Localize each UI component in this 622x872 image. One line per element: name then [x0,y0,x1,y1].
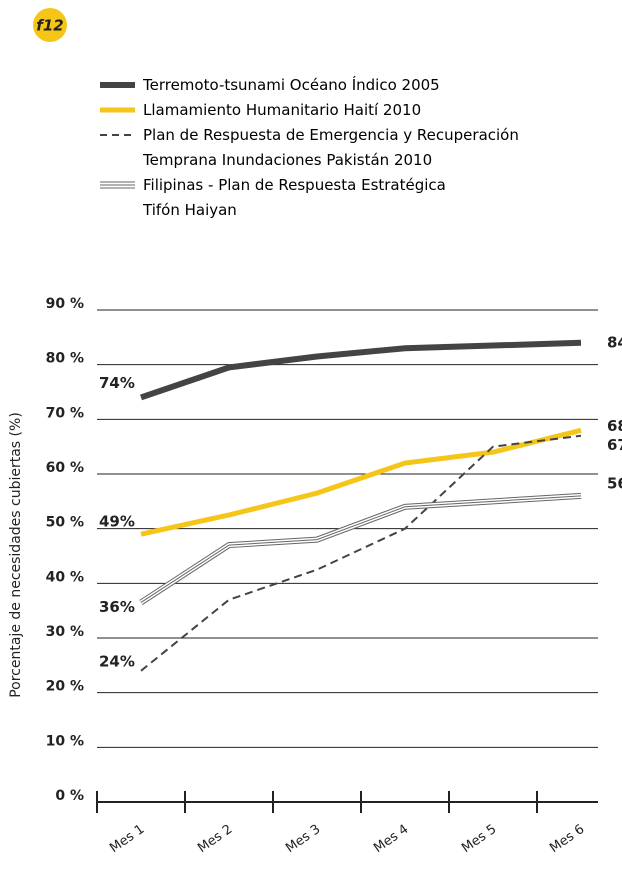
legend-item: Plan de Respuesta de Emergencia y Recupe… [100,126,519,169]
badge: f12 [36,17,63,35]
series-line [140,339,582,401]
legend-text-box: Terremoto-tsunami Océano Índico 2005 [143,76,440,94]
data-label: 56% [607,474,622,492]
data-label: 67% [607,436,622,454]
y-tick-label: 10 % [46,733,84,749]
x-tick-label: Mes 2 [195,822,235,856]
y-tick-label: 50 % [46,515,84,531]
data-label: 24% [99,652,135,670]
data-label: 36% [99,598,135,616]
y-tick-label: 0 % [55,788,84,804]
series-line-core [140,495,582,603]
x-tick-label: Mes 1 [107,822,147,856]
data-label: 49% [99,513,135,531]
legend-label: Terremoto-tsunami Océano Índico 2005 [143,76,440,94]
legend-item: Filipinas - Plan de Respuesta Estratégic… [100,176,446,219]
x-tick-label: Mes 3 [283,822,323,856]
data-label: 74% [99,374,135,392]
y-tick-label: 70 % [46,405,84,421]
legend-text-box: Llamamiento Humanitario Haití 2010 [143,101,422,119]
x-tick-label: Mes 5 [459,822,499,856]
data-label: 68% [607,417,622,435]
y-tick-label: 30 % [46,624,84,640]
series-line [140,427,582,537]
y-tick-label: 40 % [46,569,84,585]
y-tick-label: 90 % [46,296,84,312]
x-tick-label: Mes 6 [547,822,587,856]
series-line [140,434,582,672]
legend-text-box: Filipinas - Plan de Respuesta Estratégic… [143,176,446,219]
legend-item: Terremoto-tsunami Océano Índico 2005 [100,76,440,94]
legend-label: Llamamiento Humanitario Haití 2010 [143,101,422,119]
badge-circle [33,8,67,42]
y-tick-label: 60 % [46,460,84,476]
legend-label: Plan de Respuesta de Emergencia y Recupe… [143,126,519,169]
legend-text-box: Plan de Respuesta de Emergencia y Recupe… [143,126,519,169]
y-tick-label: 20 % [46,679,84,695]
legend-label: Filipinas - Plan de Respuesta Estratégic… [143,176,446,219]
legend-item: Llamamiento Humanitario Haití 2010 [100,101,422,119]
x-tick-label: Mes 4 [371,822,411,856]
y-axis-label: Porcentaje de necesidades cubiertas (%) [8,412,24,698]
y-tick-label: 80 % [46,351,84,367]
data-label: 84% [607,333,622,351]
